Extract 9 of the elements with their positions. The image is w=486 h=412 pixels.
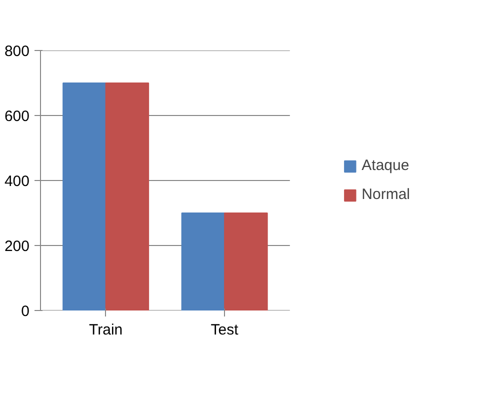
y-tick-label: 600	[4, 108, 30, 125]
y-tick-label: 400	[4, 173, 30, 190]
y-tick-label: 0	[21, 303, 30, 320]
x-tick-label: Test	[210, 322, 240, 338]
legend-label: Ataque	[362, 157, 410, 174]
x-tick-label: Train	[89, 322, 123, 338]
y-tick-label: 800	[4, 43, 30, 60]
legend-label: Normal	[362, 186, 410, 203]
y-tick-label: 200	[4, 238, 30, 255]
